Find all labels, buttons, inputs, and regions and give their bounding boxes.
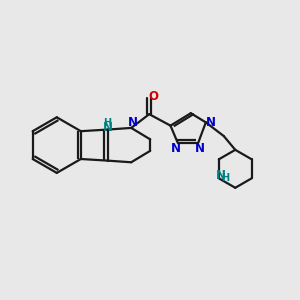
Text: H: H — [221, 173, 230, 183]
Text: N: N — [206, 116, 215, 129]
Text: N: N — [195, 142, 205, 155]
Text: N: N — [171, 142, 182, 155]
Text: H: H — [103, 118, 112, 128]
Text: O: O — [149, 90, 159, 103]
Text: N: N — [215, 169, 226, 182]
Text: N: N — [103, 122, 113, 134]
Text: N: N — [128, 116, 137, 129]
